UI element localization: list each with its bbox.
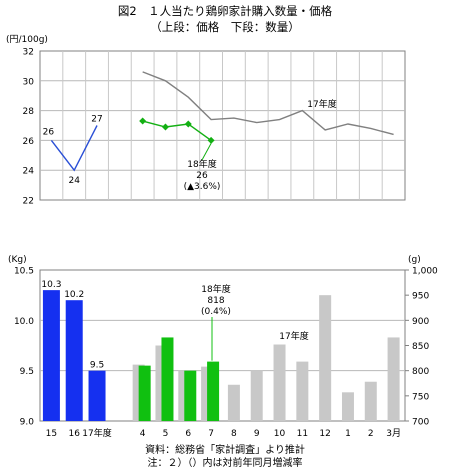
quantity-annotation-value: 818 xyxy=(207,296,224,306)
price-series-line xyxy=(142,120,212,141)
quantity-y-tick-label-left: 9.0 xyxy=(20,418,35,428)
price-data-label: 26 xyxy=(43,127,55,137)
quantity-y-tick-label-right: 850 xyxy=(412,342,429,352)
x-category-label: 7 xyxy=(208,429,214,439)
x-category-label: 3月 xyxy=(386,428,401,439)
quantity-y-tick-label-left: 9.5 xyxy=(20,367,34,377)
x-category-label: 16 xyxy=(68,429,80,439)
price-annotation-value: 26 xyxy=(196,171,208,181)
price-series-line xyxy=(50,125,98,172)
price-series-marker xyxy=(207,136,215,144)
quantity-y-tick-label-right: 750 xyxy=(412,392,429,402)
price-annotation-change: (▲3.6%) xyxy=(184,182,221,192)
quantity-monthly-bar-prev-year xyxy=(341,392,354,421)
x-category-label: 6 xyxy=(185,429,191,439)
quantity-y-tick-label-right: 900 xyxy=(412,317,429,327)
quantity-y-axis-unit-right: (g) xyxy=(408,255,421,265)
source-note-line2: 注：２）（）内は対前年同月増減率 xyxy=(148,456,303,469)
price-y-tick-label: 28 xyxy=(23,107,35,117)
quantity-monthly-bar-prev-year xyxy=(296,361,309,421)
x-category-label: 1 xyxy=(345,429,351,439)
price-series-marker xyxy=(184,120,192,128)
x-category-label: 10 xyxy=(274,429,286,439)
quantity-monthly-bar-prev-year xyxy=(319,295,332,421)
quantity-y-tick-label-left: 10.5 xyxy=(14,267,34,277)
quantity-annual-bar-label: 10.3 xyxy=(41,280,61,290)
price-annotation-fy17: 17年度 xyxy=(307,98,336,110)
x-category-label: 9 xyxy=(254,429,260,439)
x-category-label: 8 xyxy=(231,429,237,439)
quantity-monthly-bar-prev-year xyxy=(364,381,377,421)
quantity-monthly-bar-current-year xyxy=(138,365,151,421)
price-y-tick-label: 26 xyxy=(23,137,35,147)
quantity-y-tick-label-right: 700 xyxy=(412,418,429,428)
quantity-monthly-bar-prev-year xyxy=(227,384,240,421)
quantity-annual-bar-label: 9.5 xyxy=(90,361,104,371)
quantity-monthly-bar-prev-year xyxy=(250,370,263,421)
quantity-monthly-bar-current-year xyxy=(184,370,197,421)
quantity-annual-bar xyxy=(42,290,60,421)
quantity-monthly-bar-prev-year xyxy=(273,344,286,421)
price-series-marker xyxy=(161,123,169,131)
x-category-label: 11 xyxy=(297,429,308,439)
price-y-tick-label: 24 xyxy=(23,167,35,177)
quantity-y-tick-label-right: 1,000 xyxy=(412,267,438,277)
quantity-y-tick-label-right: 950 xyxy=(412,292,429,302)
price-series-marker xyxy=(139,117,147,125)
x-category-label: 12 xyxy=(319,429,330,439)
x-category-label: 15 xyxy=(46,429,57,439)
source-note-line1: 資料：総務省「家計調査」より推計 xyxy=(145,443,305,456)
price-data-label: 24 xyxy=(68,176,80,186)
x-category-label: 4 xyxy=(140,429,146,439)
chart-title-line1: 図2 １人当たり鶏卵家計購入数量・価格 xyxy=(118,4,333,18)
price-y-tick-label: 22 xyxy=(23,197,34,207)
chart-title-line2: （上段：価格 下段：数量） xyxy=(150,20,300,34)
quantity-annual-bar xyxy=(65,300,83,421)
x-category-label: 5 xyxy=(163,429,169,439)
x-category-label: 2 xyxy=(368,429,374,439)
quantity-y-axis-unit-left: (Kg) xyxy=(8,255,27,265)
quantity-annual-bar-label: 10.2 xyxy=(64,290,84,300)
price-panel: 222426283032(円/100g)26242717年度18年度26(▲3.… xyxy=(6,34,406,207)
quantity-monthly-bar-current-year xyxy=(207,361,220,421)
price-y-axis-unit: (円/100g) xyxy=(6,34,48,45)
price-series-line xyxy=(142,71,394,136)
quantity-annual-bar xyxy=(88,370,106,421)
quantity-panel: 9.0 9.5 10.0 10.5 700 750 800 850 900 950 1,000 (Kg… xyxy=(8,255,438,439)
quantity-annotation-change: (0.4%) xyxy=(201,307,231,317)
quantity-annotation-fy18: 18年度 xyxy=(201,283,230,295)
quantity-monthly-bar-prev-year xyxy=(387,337,400,421)
price-annotation-fy18: 18年度 xyxy=(187,158,216,170)
quantity-monthly-bar-current-year xyxy=(161,337,174,421)
quantity-y-tick-label-left: 10.0 xyxy=(14,317,34,327)
x-category-label: 17年度 xyxy=(82,427,111,439)
quantity-annotation-fy17: 17年度 xyxy=(279,330,308,342)
price-data-label: 27 xyxy=(91,115,102,125)
quantity-y-tick-label-right: 800 xyxy=(412,367,429,377)
price-y-tick-label: 30 xyxy=(23,77,35,87)
price-y-tick-label: 32 xyxy=(23,48,34,58)
price-callout-leader xyxy=(201,143,212,161)
